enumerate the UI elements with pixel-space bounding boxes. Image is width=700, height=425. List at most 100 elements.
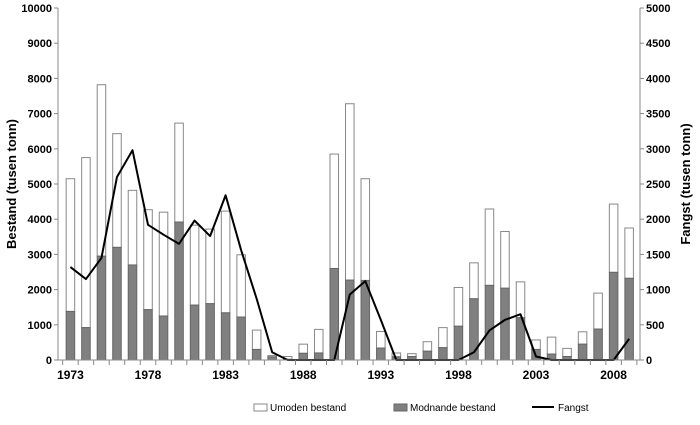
legend-label-fangst: Fangst <box>558 403 589 414</box>
bar-modnande-1997 <box>438 347 448 361</box>
bar-umoden-1977 <box>127 189 138 266</box>
bar-umoden-1982 <box>205 228 215 305</box>
bar-umoden-1980 <box>174 122 184 223</box>
bar-umoden-2004 <box>546 336 557 355</box>
bar-modnande-1984 <box>236 316 246 361</box>
y2-tick-label: 2500 <box>646 179 670 191</box>
y-tick-label: 1000 <box>28 320 52 332</box>
x-tick-label: 1983 <box>212 368 239 382</box>
x-tick-label: 2008 <box>600 368 627 382</box>
bar-umoden-1988 <box>298 343 308 354</box>
left-axis: 0 1000 2000 3000 4000 5000 6000 7000 8000 9000 100… <box>21 3 59 367</box>
y-axis-label: Bestand (tusen tonn) <box>4 119 19 249</box>
bar-umoden-1973 <box>65 178 76 312</box>
bar-umoden-2007 <box>593 292 603 330</box>
y2-tick-label: 3500 <box>646 109 670 121</box>
bar-umoden-2006 <box>577 331 588 345</box>
y2-tick-label: 3000 <box>646 144 670 156</box>
bar-umoden-1992 <box>360 178 371 281</box>
x-tick-label: 1988 <box>290 368 317 382</box>
legend: Umoden bestand Modnande bestand Fangst <box>253 403 589 414</box>
x-axis: 1973 1978 1983 1988 1993 1998 2003 2008 <box>57 359 640 382</box>
bar-umoden-1985 <box>251 329 262 350</box>
bar-modnande-1979 <box>158 315 169 361</box>
y-tick-label: 4000 <box>28 214 52 226</box>
bar-modnande-2009 <box>624 277 634 361</box>
bar-modnande-1982 <box>205 303 215 361</box>
bar-modnande-1992 <box>360 279 371 361</box>
legend-swatch-umoden <box>253 403 268 412</box>
bar-umoden-1975 <box>96 84 107 257</box>
bar-modnande-1977 <box>127 264 138 361</box>
bar-umoden-2000 <box>484 208 495 286</box>
bar-modnande-1973 <box>65 310 76 361</box>
x-tick-label: 1978 <box>135 368 162 382</box>
bar-modnande-2008 <box>608 271 619 361</box>
line-fangst <box>69 149 630 361</box>
bar-umoden-1996 <box>422 341 433 352</box>
y-tick-label: 7000 <box>28 109 52 121</box>
bar-umoden-2008 <box>608 203 619 273</box>
x-tick-label: 1998 <box>445 368 472 382</box>
bar-modnande-1975 <box>96 255 107 361</box>
legend-label-umoden: Umoden bestand <box>270 403 346 414</box>
y2-tick-label: 1500 <box>646 249 670 261</box>
y2-tick-label: 1000 <box>646 285 670 297</box>
bar-modnande-1996 <box>422 350 433 361</box>
y2-tick-label: 500 <box>646 320 664 332</box>
bar-umoden-1997 <box>438 327 448 349</box>
x-tick-label: 1973 <box>57 368 84 382</box>
bars <box>65 84 634 361</box>
bar-modnande-2001 <box>500 287 510 361</box>
bar-modnande-2006 <box>577 343 588 361</box>
y-tick-label: 5000 <box>28 179 52 191</box>
bar-umoden-1983 <box>220 210 231 314</box>
y-tick-label: 3000 <box>28 249 52 261</box>
bar-modnande-1998 <box>453 325 464 361</box>
bar-umoden-2001 <box>500 231 510 289</box>
y-tick-label: 0 <box>46 355 52 367</box>
y-tick-label: 8000 <box>28 73 52 85</box>
bar-umoden-1989 <box>313 328 324 354</box>
bar-modnande-1978 <box>143 309 153 361</box>
right-axis: 0 500 1000 1500 2000 2500 3000 3500 4000 4500 5000 <box>639 3 670 367</box>
legend-label-modnande: Modnande bestand <box>410 403 496 414</box>
legend-swatch-modnande <box>393 403 408 412</box>
x-tick-label: 2003 <box>523 368 550 382</box>
bar-modnande-1988 <box>298 352 308 361</box>
bar-modnande-1985 <box>251 348 262 361</box>
bar-umoden-1999 <box>469 262 479 300</box>
y2-tick-label: 5000 <box>646 3 670 15</box>
y2-tick-label: 2000 <box>646 214 670 226</box>
bar-modnande-2007 <box>593 328 603 361</box>
y2-tick-label: 0 <box>646 355 652 367</box>
bar-modnande-1989 <box>313 352 324 361</box>
bar-modnande-1974 <box>81 327 91 361</box>
bar-umoden-1979 <box>158 211 169 317</box>
y-tick-label: 6000 <box>28 144 52 156</box>
y2-tick-label: 4000 <box>646 73 670 85</box>
bar-umoden-1974 <box>81 157 91 329</box>
y-tick-label: 2000 <box>28 285 52 297</box>
x-tick-label: 1993 <box>367 368 394 382</box>
y-tick-label: 9000 <box>28 38 52 50</box>
bar-umoden-2002 <box>515 281 526 319</box>
bar-umoden-1984 <box>236 254 246 318</box>
bar-umoden-1990 <box>329 153 340 269</box>
y-tick-label: 10000 <box>21 3 52 15</box>
bar-umoden-1998 <box>453 286 464 327</box>
bar-modnande-2000 <box>484 284 495 361</box>
bar-modnande-1981 <box>189 304 200 361</box>
bar-umoden-1981 <box>189 224 200 306</box>
catch-line <box>69 149 630 361</box>
bar-umoden-1991 <box>345 103 355 281</box>
bar-umoden-2009 <box>624 227 634 279</box>
bar-modnande-1976 <box>112 246 122 361</box>
y2-axis-label: Fangst (tusen tonn) <box>678 123 693 244</box>
y2-tick-label: 4500 <box>646 38 670 50</box>
bar-modnande-1993 <box>376 347 386 361</box>
bar-umoden-1993 <box>376 330 386 349</box>
bar-umoden-2005 <box>562 347 572 357</box>
bar-modnande-1983 <box>220 312 231 361</box>
